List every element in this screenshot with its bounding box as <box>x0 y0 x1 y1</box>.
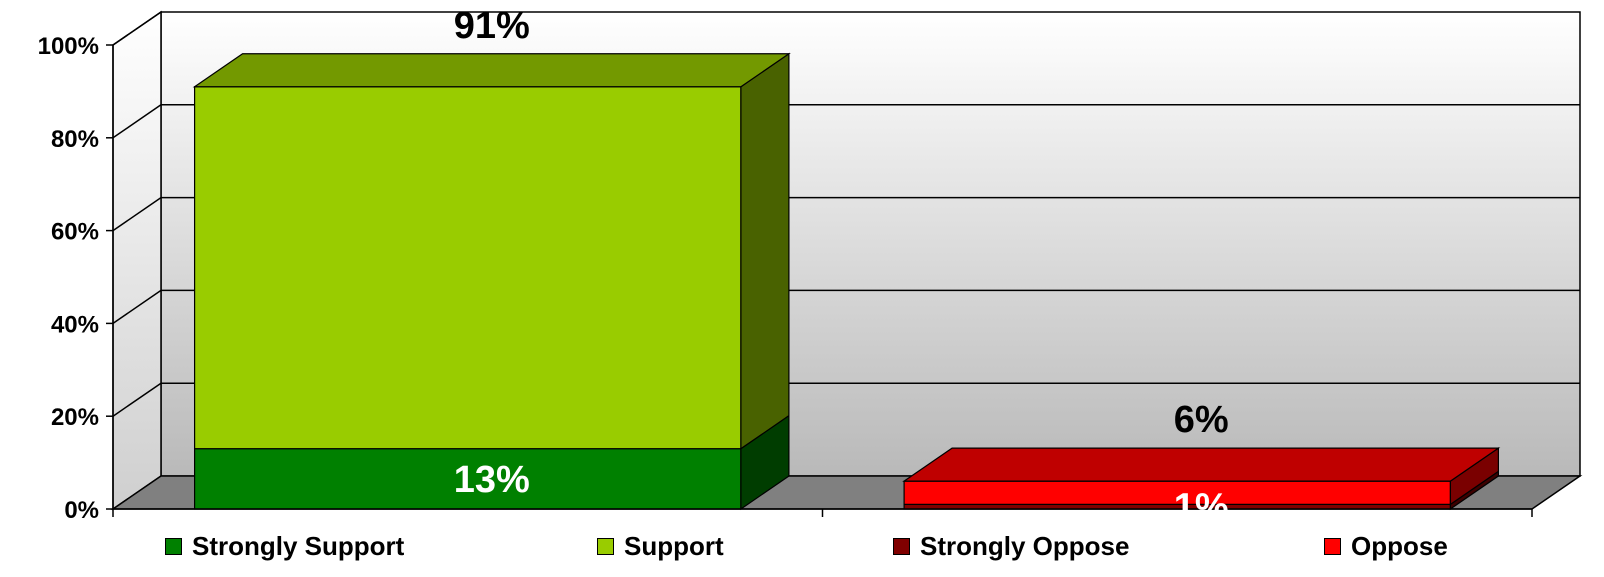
y-tick-label: 0% <box>64 497 99 524</box>
axes <box>106 44 1533 517</box>
bar-front <box>193 86 742 450</box>
data-labels: 91% 13% 6% 1% <box>454 5 1229 529</box>
legend-swatch <box>893 538 910 555</box>
data-label: 6% <box>1174 399 1229 441</box>
legend-item-strongly-oppose: Strongly Oppose <box>893 531 1129 562</box>
y-tick-labels: 0% 20% 40% 60% 80% 100% <box>38 33 99 524</box>
data-label: 1% <box>1174 487 1229 529</box>
legend-item-support: Support <box>597 531 724 562</box>
side-gridline <box>112 11 162 46</box>
side-gridline <box>112 196 162 232</box>
legend-swatch <box>1324 538 1341 555</box>
bar-top <box>192 53 791 88</box>
y-tick-label: 80% <box>51 126 99 153</box>
legend-item-strongly-support: Strongly Support <box>165 531 404 562</box>
side-gridline <box>112 289 162 325</box>
legend-label: Support <box>624 531 724 561</box>
y-tick-label: 60% <box>51 219 99 246</box>
legend-label: Oppose <box>1351 531 1448 561</box>
legend-label: Strongly Support <box>192 531 405 561</box>
side-gridline <box>112 382 162 417</box>
data-label: 91% <box>454 5 530 47</box>
legend-swatch <box>597 538 614 555</box>
data-label: 13% <box>454 459 530 501</box>
y-tick-label: 100% <box>38 33 99 60</box>
legend-label: Strongly Oppose <box>920 531 1130 561</box>
side-gridline <box>112 104 162 139</box>
y-tick-label: 40% <box>51 311 99 338</box>
y-tick-label: 20% <box>51 404 99 431</box>
bar-top <box>902 447 1501 482</box>
legend: Strongly Support Support Strongly Oppose… <box>0 531 1604 567</box>
legend-item-oppose: Oppose <box>1324 531 1448 562</box>
bar-side <box>740 52 790 450</box>
side-wall <box>112 10 162 511</box>
legend-swatch <box>165 538 182 555</box>
